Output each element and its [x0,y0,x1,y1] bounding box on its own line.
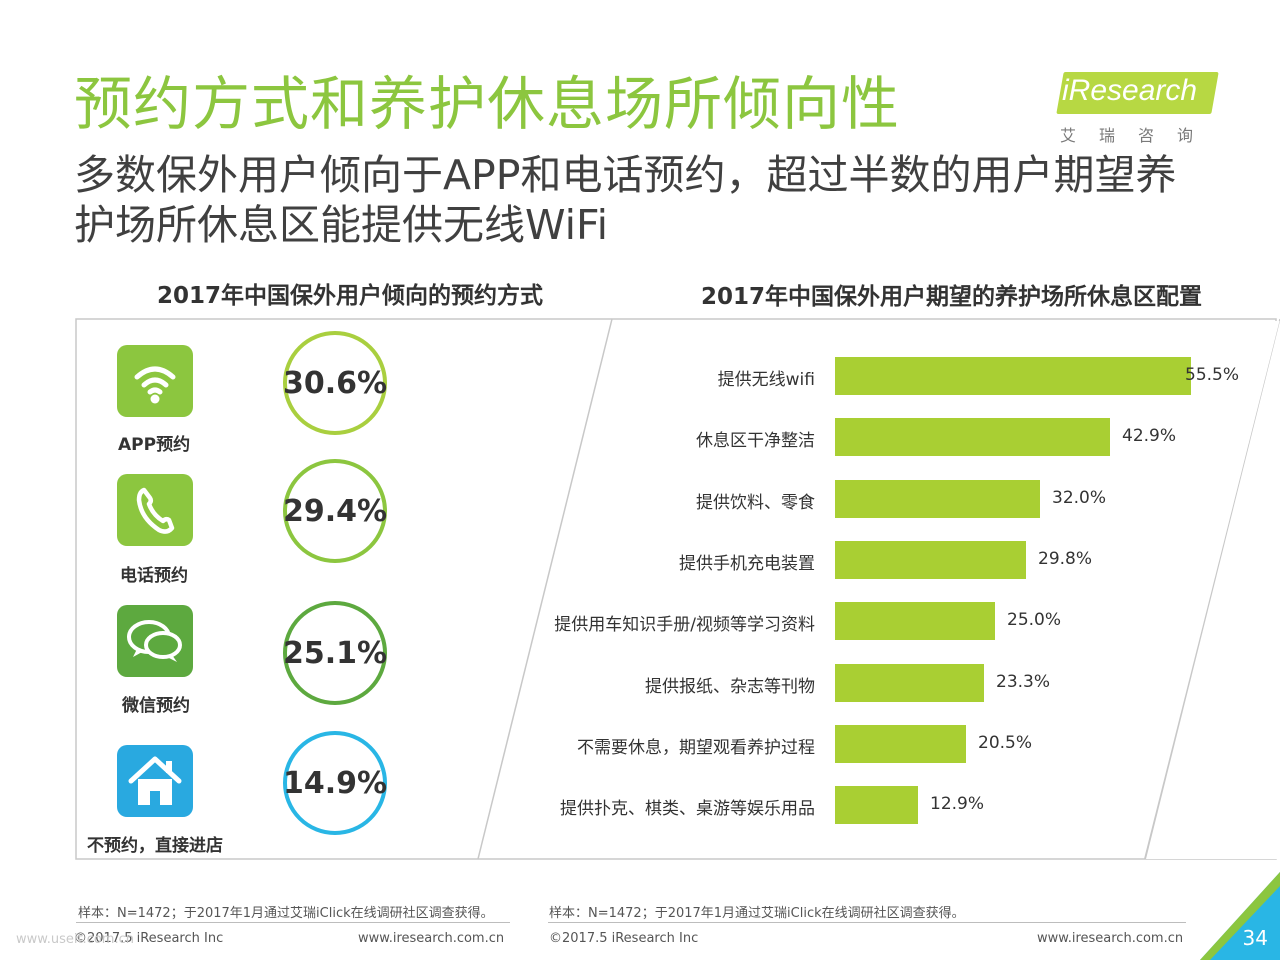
bar [835,786,918,824]
bar-category-label: 提供无线wifi [717,370,815,390]
sample-note-right: 样本：N=1472；于2017年1月通过艾瑞iClick在线调研社区调查获得。 [549,906,965,921]
bar [835,541,1026,579]
wechat-booking-label: 微信预约 [122,696,190,716]
footer-divider-right [548,922,1186,923]
wechat-booking-value: 25.1% [283,601,387,705]
bar-value-label: 12.9% [930,794,985,814]
bar-value-label: 25.0% [1007,610,1062,630]
app-booking-value: 30.6% [283,331,387,435]
phone-icon [136,487,175,534]
page-number: 34 [1242,926,1268,950]
bar [835,602,995,640]
wechat-booking-tile [117,605,193,677]
sample-note-left: 样本：N=1472；于2017年1月通过艾瑞iClick在线调研社区调查获得。 [78,906,494,921]
bar-category-label: 不需要休息，期望观看养护过程 [577,738,815,758]
footer-divider-left [76,922,510,923]
page-corner-decoration [1200,872,1280,960]
iresearch-logo: iResearch 艾瑞咨询 [1056,68,1226,148]
home-icon [128,756,182,805]
logo-brand-cn: 艾瑞咨询 [1060,126,1217,145]
copyright-right: ©2017.5 iResearch Inc [549,931,699,946]
phone-booking-value: 29.4% [283,459,387,563]
bar-value-label: 20.5% [978,733,1033,753]
bar-category-label: 提供饮料、零食 [696,493,815,513]
bar [835,480,1040,518]
walkin-label: 不预约，直接进店 [87,836,223,856]
site-link-right[interactable]: www.iresearch.com.cn [1037,931,1184,946]
bar-category-label: 提供用车知识手册/视频等学习资料 [554,615,815,635]
bar [835,725,966,763]
page-title: 预约方式和养护休息场所倾向性 [74,70,901,138]
bar [835,357,1191,395]
bar-value-label: 29.8% [1038,549,1093,569]
bar-value-label: 55.5% [1185,365,1240,385]
bar-value-label: 42.9% [1122,426,1177,446]
wifi-icon [134,366,176,404]
bar-category-label: 提供手机充电装置 [679,554,815,574]
site-link-left[interactable]: www.iresearch.com.cn [358,931,505,946]
copyright-left: ©2017.5 iResearch Inc [74,931,224,946]
bar [835,418,1110,456]
watermark: www.useit.com.cn [16,932,134,947]
phone-booking-label: 电话预约 [120,566,188,586]
bar-value-label: 32.0% [1052,488,1107,508]
right-chart-title: 2017年中国保外用户期望的养护场所休息区配置 [701,284,1203,310]
walkin-value: 14.9% [283,731,387,835]
bar [835,664,984,702]
logo-brand: iResearch [1062,74,1198,107]
app-booking-tile [117,345,193,417]
bar-value-label: 23.3% [996,672,1051,692]
phone-booking-tile [117,474,193,546]
page-subtitle: 多数保外用户倾向于APP和电话预约，超过半数的用户期望养护场所休息区能提供无线W… [74,151,1177,249]
bar-category-label: 提供扑克、棋类、桌游等娱乐用品 [560,799,815,819]
left-chart-title: 2017年中国保外用户倾向的预约方式 [157,283,544,309]
walkin-tile [117,745,193,817]
wechat-icon [127,620,182,662]
app-booking-label: APP预约 [118,435,191,455]
bar-category-label: 提供报纸、杂志等刊物 [645,677,815,697]
bar-category-label: 休息区干净整洁 [696,431,815,451]
